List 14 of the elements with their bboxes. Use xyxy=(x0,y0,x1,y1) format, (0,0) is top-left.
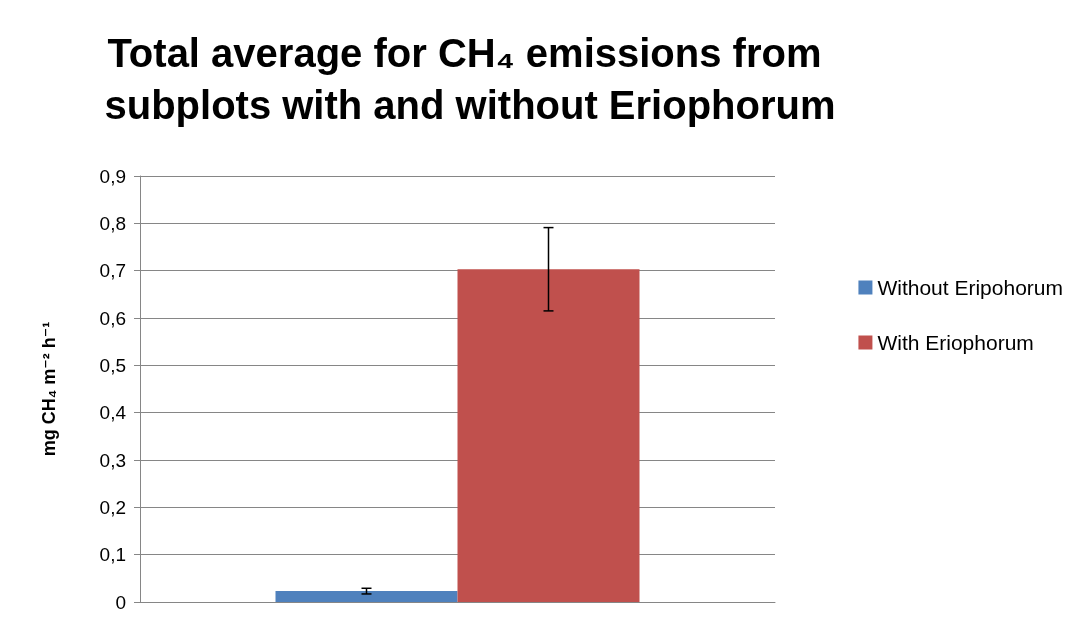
y-tick-label: 0,8 xyxy=(99,212,126,234)
y-tick-label: 0,5 xyxy=(99,354,126,376)
y-tick-label: 0,4 xyxy=(99,402,127,424)
y-tick-label: 0,3 xyxy=(99,449,126,471)
y-tick-label: 0,6 xyxy=(99,307,126,329)
y-tick-label: 0 xyxy=(115,591,126,613)
y-axis-title: mg CH₄ m⁻² h⁻¹ xyxy=(39,321,59,457)
legend-label: Without Eripohorum xyxy=(877,276,1063,299)
y-tick-label: 0,9 xyxy=(99,165,126,187)
y-tick-label: 0,2 xyxy=(99,496,126,518)
chart-title: Total average for CH₄ emissions from subplots with and without Eriophorum xyxy=(104,31,836,127)
y-tick-label: 0,7 xyxy=(99,260,126,282)
legend-label: With Eriophorum xyxy=(877,331,1034,354)
y-tick-label: 0,1 xyxy=(99,544,126,566)
